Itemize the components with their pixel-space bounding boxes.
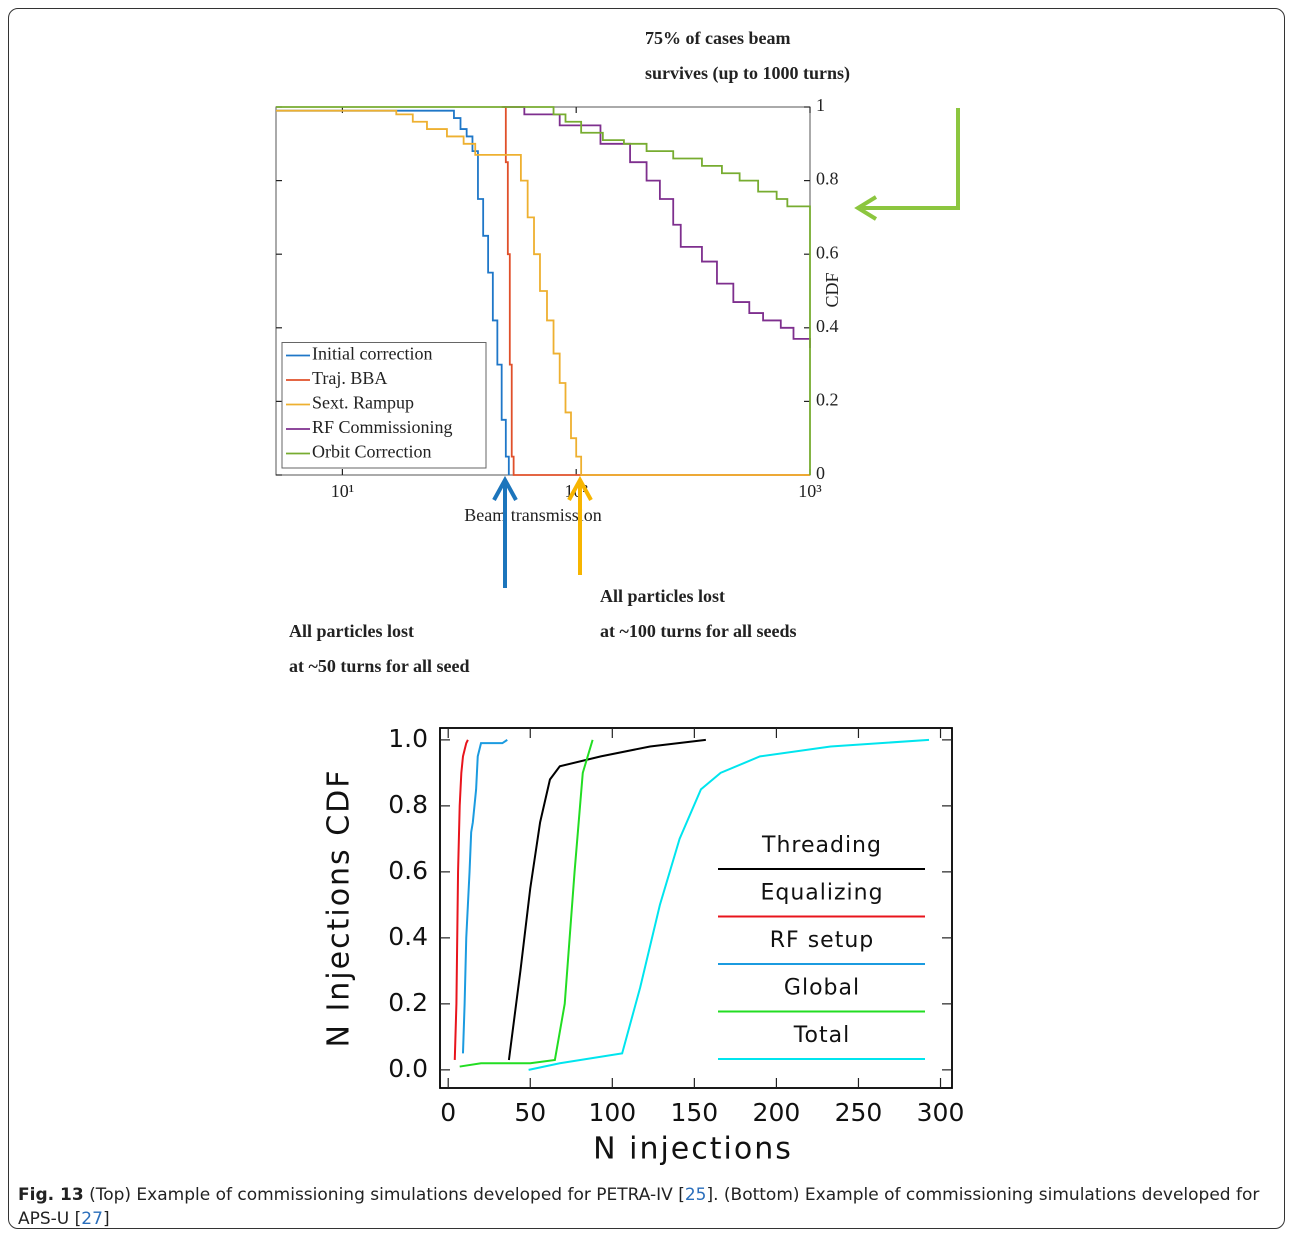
- annotation: survives (up to 1000 turns): [645, 63, 850, 84]
- x-tick-label: 250: [835, 1098, 883, 1127]
- legend-label: RF setup: [770, 928, 874, 953]
- legend-label: Orbit Correction: [312, 442, 431, 462]
- y-tick-label: 0: [816, 463, 825, 483]
- series-line: [528, 738, 930, 1071]
- legend-box: [281, 342, 487, 469]
- legend-label: RF Commissioning: [312, 417, 453, 437]
- series-line: [503, 106, 811, 349]
- annotation: 75% of cases beam: [645, 28, 790, 48]
- series-line: [461, 739, 508, 1054]
- y-tick-label: 0.2: [388, 988, 428, 1017]
- y-tick-label: 0.8: [816, 169, 839, 189]
- annotation-arrowhead: [492, 475, 518, 501]
- y-tick-label: 0.8: [388, 790, 428, 819]
- x-tick-label: 0: [440, 1098, 456, 1127]
- series-line: [459, 739, 594, 1068]
- y-tick-label: 1.0: [388, 724, 428, 753]
- annotation: All particles lost: [289, 621, 414, 641]
- series-line: [501, 106, 810, 476]
- annotation: at ~50 turns for all seed: [289, 656, 470, 676]
- y-axis-label: N Injections CDF: [322, 768, 357, 1047]
- annotation-arrowhead: [854, 195, 878, 221]
- x-tick-label: 10³: [798, 481, 822, 501]
- x-tick-label: 100: [588, 1098, 636, 1127]
- reference[interactable]: 25: [684, 1185, 707, 1205]
- legend-label: Total: [793, 1023, 850, 1048]
- legend-label: Initial correction: [312, 344, 432, 364]
- y-tick-label: 0.6: [388, 856, 428, 885]
- figure-frame: [8, 8, 1285, 1229]
- y-tick-label: 0.0: [388, 1054, 428, 1083]
- caption-label: Fig. 13: [18, 1185, 84, 1205]
- reference[interactable]: 27: [81, 1209, 103, 1229]
- legend-label: Equalizing: [760, 881, 883, 906]
- plot-frame: [439, 727, 953, 1089]
- x-tick-label: 10¹: [331, 481, 354, 501]
- legend-label: Threading: [761, 833, 882, 858]
- x-tick-label: 50: [514, 1098, 546, 1127]
- series-line: [276, 106, 811, 475]
- caption: Fig. 13 (Top) Example of commissioning s…: [18, 1183, 1280, 1231]
- x-axis-label: N injections: [593, 1132, 793, 1167]
- y-tick-label: 0.4: [816, 316, 839, 336]
- annotation: at ~100 turns for all seeds: [600, 621, 797, 641]
- y-tick-label: 1: [816, 95, 825, 115]
- chart: 0 50 100 150 200 250 300 0.0 0.2 0.4 0.6 0.8 1.0 N in…: [322, 724, 965, 1167]
- annotation-arrow: [862, 108, 960, 210]
- annotation-arrowhead: [567, 475, 593, 501]
- legend-label: Traj. BBA: [312, 368, 387, 388]
- x-tick-label: 200: [753, 1098, 801, 1127]
- caption-text: (Top) Example of commissioning simulatio…: [89, 1185, 685, 1205]
- caption-text: ]: [102, 1209, 110, 1229]
- series-line: [453, 739, 469, 1060]
- legend-label: Sext. Rampup: [312, 393, 414, 413]
- y-axis-label: CDF: [822, 272, 842, 307]
- series-line: [507, 738, 706, 1061]
- x-tick-label: 150: [670, 1098, 718, 1127]
- legend-label: Global: [784, 976, 860, 1001]
- caption-text: ]. (Bottom) Example of commissioning sim…: [18, 1185, 1260, 1229]
- y-tick-label: 0.4: [388, 922, 428, 951]
- series-line: [276, 109, 510, 475]
- series-line: [276, 109, 810, 476]
- x-axis-label: Beam transmission: [464, 505, 602, 525]
- y-tick-label: 0.2: [816, 390, 839, 410]
- y-tick-label: 0.6: [816, 242, 839, 262]
- annotation: All particles lost: [600, 586, 725, 606]
- x-tick-label: 300: [917, 1098, 965, 1127]
